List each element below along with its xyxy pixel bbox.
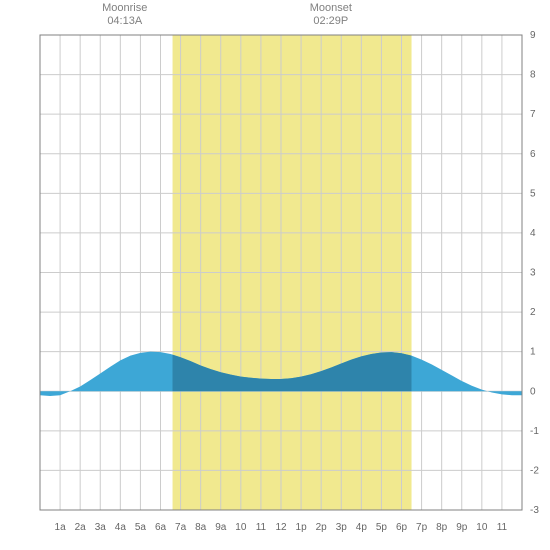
x-tick-label: 11: [497, 522, 508, 533]
x-tick-label: 9a: [215, 522, 227, 533]
y-tick-label: 3: [530, 268, 536, 279]
x-tick-label: 6a: [155, 522, 167, 533]
x-tick-label: 1a: [55, 522, 67, 533]
y-tick-label: 7: [530, 109, 536, 120]
y-tick-label: 8: [530, 70, 536, 81]
y-tick-label: 0: [530, 386, 536, 397]
x-tick-label: 10: [235, 522, 247, 533]
x-tick-label: 8p: [436, 522, 448, 533]
y-tick-label: 4: [530, 228, 536, 239]
x-tick-label: 1p: [296, 522, 308, 533]
x-tick-label: 4a: [115, 522, 127, 533]
x-tick-label: 3p: [336, 522, 348, 533]
x-tick-label: 7a: [175, 522, 187, 533]
y-tick-label: -1: [530, 426, 539, 437]
x-tick-label: 10: [476, 522, 488, 533]
y-tick-label: 5: [530, 188, 536, 199]
x-tick-label: 11: [256, 522, 267, 533]
moonrise-label: Moonrise 04:13A: [95, 2, 155, 28]
x-tick-label: 2a: [75, 522, 87, 533]
x-tick-label: 5p: [376, 522, 388, 533]
chart-svg: 1a2a3a4a5a6a7a8a9a1011121p2p3p4p5p6p7p8p…: [0, 0, 550, 550]
y-tick-label: 6: [530, 149, 536, 160]
y-tick-label: 9: [530, 30, 536, 41]
tide-chart: 1a2a3a4a5a6a7a8a9a1011121p2p3p4p5p6p7p8p…: [0, 0, 550, 550]
y-tick-label: 2: [530, 307, 536, 318]
x-tick-label: 8a: [195, 522, 207, 533]
moonset-time: 02:29P: [301, 15, 361, 28]
x-tick-label: 7p: [416, 522, 428, 533]
x-tick-label: 6p: [396, 522, 408, 533]
y-tick-label: 1: [530, 347, 536, 358]
y-tick-label: -3: [530, 505, 539, 516]
x-tick-label: 4p: [356, 522, 368, 533]
moonset-title: Moonset: [301, 2, 361, 15]
y-tick-label: -2: [530, 465, 539, 476]
moonset-label: Moonset 02:29P: [301, 2, 361, 28]
x-tick-label: 12: [275, 522, 287, 533]
x-tick-label: 3a: [95, 522, 107, 533]
x-tick-label: 5a: [135, 522, 147, 533]
x-tick-label: 9p: [456, 522, 468, 533]
moonrise-time: 04:13A: [95, 15, 155, 28]
moonrise-title: Moonrise: [95, 2, 155, 15]
x-tick-label: 2p: [316, 522, 328, 533]
